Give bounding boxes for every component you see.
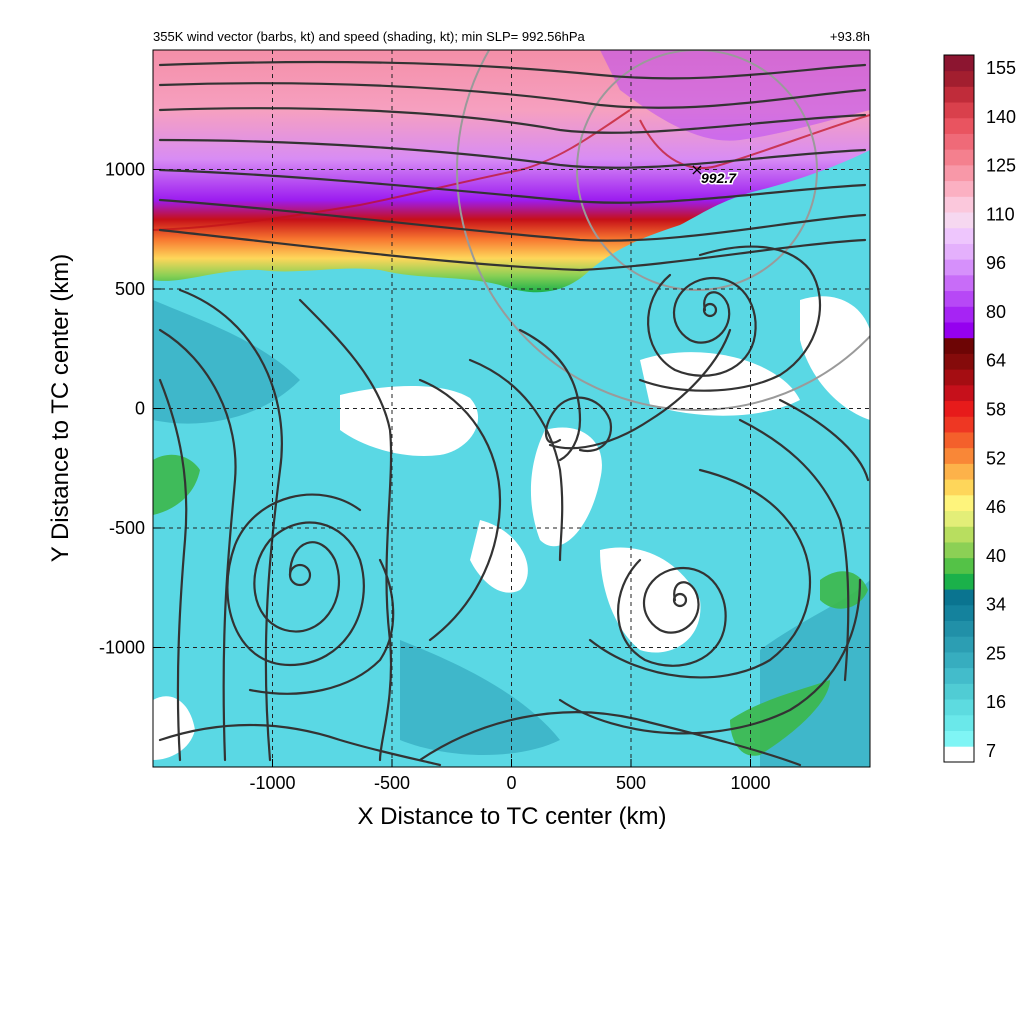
colorbar-segment: [944, 290, 974, 307]
colorbar-label: 125: [986, 156, 1016, 176]
colorbar-segment: [944, 259, 974, 276]
colorbar-segment: [944, 180, 974, 197]
colorbar-segment: [944, 510, 974, 527]
colorbar-segment: [944, 227, 974, 244]
colorbar-label: 155: [986, 58, 1016, 78]
colorbar-segment: [944, 557, 974, 574]
colorbar-segment: [944, 164, 974, 182]
colorbar-segment: [944, 447, 974, 464]
colorbar-label: 64: [986, 351, 1006, 371]
colorbar-segment: [944, 620, 974, 637]
colorbar-segment: [944, 243, 974, 260]
colorbar-segment: [944, 714, 974, 731]
colorbar-segment: [944, 667, 974, 684]
colorbar-segment: [944, 683, 974, 700]
magenta-core: [600, 50, 870, 141]
colorbar-segment: [944, 730, 974, 747]
colorbar-label: 80: [986, 302, 1006, 322]
y-axis-label: Y Distance to TC center (km): [47, 254, 74, 563]
x-tick-label: -1000: [249, 773, 295, 793]
colorbar-segment: [944, 699, 974, 716]
y-axis: 1000 500 0 -500 -1000: [99, 160, 161, 658]
colorbar-label: 40: [986, 546, 1006, 566]
y-tick-label: -500: [109, 518, 145, 538]
colorbar-segment: [944, 416, 974, 433]
colorbar-segment: [944, 102, 974, 119]
colorbar-segment: [944, 589, 974, 606]
colorbar-segment: [944, 746, 974, 763]
colorbar-segment: [944, 463, 974, 480]
colorbar-segment: [944, 384, 974, 402]
x-tick-label: 500: [616, 773, 646, 793]
colorbar-segment: [944, 55, 974, 72]
colorbar-segment: [944, 573, 974, 590]
colorbar-segment: [944, 133, 974, 150]
colorbar-label: 34: [986, 595, 1006, 615]
plot-area: × 992.7: [153, 50, 870, 767]
colorbar-segment: [944, 479, 974, 496]
jet-streaks: [153, 109, 870, 231]
colorbar-segment: [944, 636, 974, 653]
colorbar-segment: [944, 306, 974, 323]
x-axis: -1000 -500 0 500 1000: [249, 759, 771, 793]
colorbar-segment: [944, 400, 974, 417]
colorbar-segment: [944, 353, 974, 370]
streamlines: [158, 60, 870, 767]
colorbar-label: 110: [986, 204, 1015, 224]
colorbar-segment: [944, 369, 974, 386]
y-tick-label: 0: [135, 399, 145, 419]
x-tick-label: 0: [506, 773, 516, 793]
colorbar-label: 7: [986, 741, 996, 761]
min-slp-label: 992.7: [701, 170, 737, 186]
colorbar-segment: [944, 196, 974, 213]
y-tick-label: -1000: [99, 638, 145, 658]
colorbar-segment: [944, 337, 974, 354]
colorbar-segment: [944, 70, 974, 87]
x-axis-label: X Distance to TC center (km): [358, 803, 667, 830]
colorbar-segment: [944, 86, 974, 103]
colorbar-label: 25: [986, 643, 1006, 663]
colorbar-segment: [944, 212, 974, 229]
calm-regions: [153, 296, 870, 760]
colorbar-segment: [944, 274, 974, 292]
chart-title: 355K wind vector (barbs, kt) and speed (…: [153, 29, 586, 44]
colorbar-label: 16: [986, 692, 1006, 712]
colorbar-segment: [944, 494, 974, 512]
colorbar-segment: [944, 117, 974, 134]
colorbar-segment: [944, 432, 974, 449]
x-tick-label: 1000: [730, 773, 770, 793]
colorbar-segment: [944, 322, 974, 339]
y-tick-label: 1000: [105, 160, 145, 180]
x-tick-label: -500: [374, 773, 410, 793]
colorbar-label: 46: [986, 497, 1006, 517]
colorbar-segment: [944, 652, 974, 669]
colorbar-segment: [944, 604, 974, 621]
colorbar-border: [943, 54, 975, 763]
colorbar-segment: [944, 149, 974, 166]
forecast-time: +93.8h: [830, 29, 870, 44]
colorbar-label: 52: [986, 448, 1006, 468]
colorbar-label: 96: [986, 253, 1006, 273]
colorbar-segment: [944, 526, 974, 543]
colorbar-label: 58: [986, 400, 1006, 420]
colorbar-segment: [944, 542, 974, 559]
colorbar-label: 140: [986, 107, 1016, 127]
y-tick-label: 500: [115, 279, 145, 299]
colorbar: 7 16 25 34 40 46 52 58 64 80 96 110 125 140 155: [943, 54, 1016, 763]
